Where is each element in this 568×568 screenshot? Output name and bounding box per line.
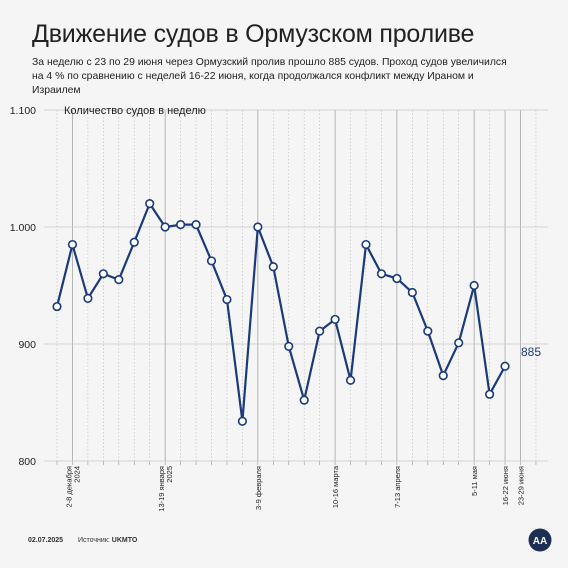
y-tick-label: 900: [18, 339, 36, 351]
x-tick-label-group: 5-11 мая: [470, 466, 479, 496]
x-tick-label: 23-29 июня: [517, 466, 526, 505]
y-axis-label: Количество судов в неделю: [64, 105, 206, 117]
data-point: [67, 239, 78, 250]
x-tick-label-group: 13-19 января 2025: [157, 466, 174, 512]
data-point: [299, 395, 309, 405]
data-point: [206, 256, 217, 266]
data-point: [222, 294, 232, 305]
data-point: [129, 237, 139, 247]
chart-title: Движение судов в Ормузском проливе: [32, 20, 475, 48]
x-tick-label-group: 23-29 июня: [517, 466, 526, 505]
aa-logo-icon: AA: [528, 528, 552, 552]
vertical-gridlines: [56, 110, 537, 465]
data-point: [237, 416, 247, 426]
data-point: [176, 220, 186, 230]
horizontal-gridlines: [44, 109, 548, 462]
data-point: [330, 314, 340, 325]
data-point: [361, 239, 371, 250]
x-tick-label-group: 7-13 апреля: [393, 466, 402, 508]
y-tick-label: 800: [18, 456, 36, 468]
x-tick-label: 13-19 января: [157, 466, 166, 512]
data-point: [469, 280, 479, 291]
data-point: [191, 220, 201, 230]
data-point: [438, 370, 448, 381]
x-tick-label: 2024: [72, 466, 81, 483]
data-point: [423, 326, 433, 336]
y-tick-labels: 800 900 1.000 1.100: [10, 105, 36, 468]
data-point: [376, 269, 387, 279]
x-tick-label-group: 10-16 марта: [331, 465, 340, 508]
data-point: [345, 375, 356, 385]
data-point: [145, 199, 155, 209]
x-tick-label-group: 3-9 февраля: [254, 466, 263, 510]
chart-subtitle: За неделю с 23 по 29 июня через Ормузски…: [32, 57, 507, 96]
data-point: [284, 341, 294, 351]
data-point: [454, 338, 464, 348]
data-point: [407, 287, 417, 298]
data-point: [485, 389, 495, 399]
data-point: [160, 222, 170, 232]
source-value: UKMTO: [111, 537, 138, 544]
x-tick-label: 5-11 мая: [470, 466, 479, 496]
y-tick-label: 1.000: [10, 222, 36, 234]
last-value-label: 885: [521, 345, 541, 359]
data-point: [392, 273, 402, 284]
logo-text: AA: [533, 536, 547, 547]
data-point: [253, 222, 263, 232]
data-point: [83, 293, 93, 303]
footer-date: 02.07.2025: [28, 537, 64, 544]
x-tick-label-group: 2-8 декабря 2024: [64, 466, 81, 508]
footer-source: Источник: UKMTO: [78, 537, 137, 544]
source-label: Источник:: [78, 537, 110, 544]
data-point: [315, 326, 325, 336]
y-tick-label: 1.100: [10, 105, 36, 117]
series-line: [55, 202, 507, 423]
x-tick-label: 7-13 апреля: [393, 466, 402, 508]
data-point: [114, 275, 124, 285]
data-point: [500, 361, 510, 371]
x-tick-label-group: 16-22 июня: [501, 466, 510, 505]
x-tick-label: 2025: [165, 466, 174, 483]
data-point: [98, 269, 108, 279]
x-tick-label: 16-22 июня: [501, 466, 510, 505]
x-tick-labels: 2-8 декабря 2024 13-19 января 2025 3-9 февра…: [64, 465, 525, 512]
x-tick-label: 2-8 декабря: [64, 466, 73, 508]
x-tick-label: 3-9 февраля: [254, 466, 263, 510]
data-point: [52, 301, 62, 312]
x-tick-label: 10-16 марта: [331, 465, 340, 508]
data-points: [52, 199, 510, 426]
data-point: [268, 262, 278, 272]
